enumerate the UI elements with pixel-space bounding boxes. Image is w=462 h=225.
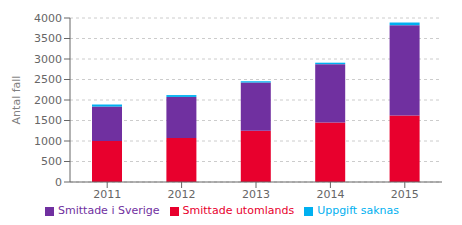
svg-text:1500: 1500	[34, 114, 62, 127]
svg-text:1000: 1000	[34, 135, 62, 148]
svg-text:2014: 2014	[316, 188, 344, 201]
svg-text:3000: 3000	[34, 53, 62, 66]
svg-text:4000: 4000	[34, 12, 62, 25]
svg-text:2000: 2000	[34, 94, 62, 107]
svg-text:2500: 2500	[34, 73, 62, 86]
svg-text:Antal fall: Antal fall	[10, 76, 23, 125]
svg-text:2011: 2011	[93, 188, 121, 201]
html-text:Smittade utomlands: Smittade utomlands	[182, 204, 295, 217]
svg-text:3500: 3500	[34, 32, 62, 45]
svg-text:0: 0	[55, 176, 62, 189]
html-text:Uppgift saknas: Uppgift saknas	[317, 204, 399, 217]
svg-text:2015: 2015	[391, 188, 419, 201]
html-text:Smittade i Sverige: Smittade i Sverige	[58, 204, 160, 217]
svg-text:2013: 2013	[242, 188, 270, 201]
svg-text:500: 500	[41, 155, 62, 168]
svg-text:2012: 2012	[168, 188, 196, 201]
